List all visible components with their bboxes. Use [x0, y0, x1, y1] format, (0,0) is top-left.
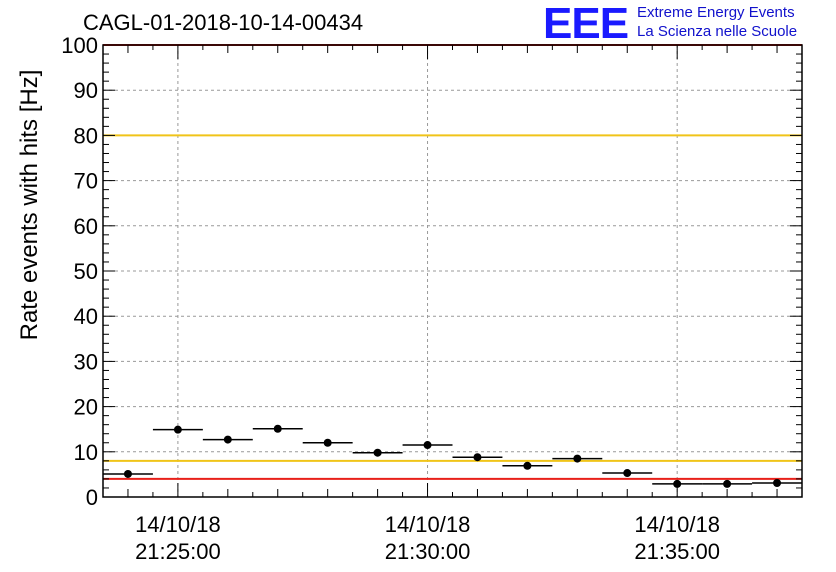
data-point	[623, 469, 632, 478]
grid-layer	[103, 45, 802, 497]
reference-lines	[103, 44, 802, 480]
x-tick-label-date: 14/10/18	[634, 512, 720, 537]
x-tick-label-time: 21:25:00	[135, 539, 221, 564]
plot-frame	[102, 44, 803, 498]
y-tick-label: 80	[74, 123, 98, 148]
y-tick-label: 40	[74, 304, 98, 329]
data-point	[723, 479, 732, 488]
x-tick-label-time: 21:30:00	[385, 539, 471, 564]
logo-line-2: La Scienza nelle Scuole	[637, 23, 798, 40]
logo-line-1: Extreme Energy Events	[637, 4, 795, 21]
eee-logo: EEE Extreme Energy Events La Scienza nel…	[543, 0, 833, 48]
y-tick-label: 100	[61, 33, 98, 58]
data-point	[173, 425, 182, 434]
data-point	[223, 435, 232, 444]
y-tick-label: 10	[74, 440, 98, 465]
y-tick-label: 70	[74, 169, 98, 194]
data-point	[373, 448, 382, 457]
y-tick-label: 60	[74, 214, 98, 239]
data-point	[123, 469, 132, 478]
y-tick-label: 30	[74, 349, 98, 374]
y-tick-label: 20	[74, 395, 98, 420]
data-point	[473, 453, 482, 462]
x-tick-labels: 14/10/1821:25:0014/10/1821:30:0014/10/18…	[135, 512, 720, 564]
data-point	[673, 479, 682, 488]
data-points	[103, 424, 802, 488]
y-tick-label: 90	[74, 78, 98, 103]
x-tick-label-date: 14/10/18	[385, 512, 471, 537]
chart-title: CAGL-01-2018-10-14-00434	[83, 10, 364, 35]
y-tick-label: 50	[74, 259, 98, 284]
logo-mark: EEE	[543, 0, 629, 48]
y-tick-label: 0	[86, 485, 98, 510]
x-tick-label-time: 21:35:00	[634, 539, 720, 564]
y-tick-labels: 0 10 20 30 40 50 60 70 80 90 100	[61, 33, 98, 510]
data-point	[773, 478, 782, 487]
x-tick-label-date: 14/10/18	[135, 512, 221, 537]
data-point	[273, 424, 282, 433]
data-point	[323, 438, 332, 447]
data-point	[573, 454, 582, 463]
data-point	[523, 461, 532, 470]
data-point	[423, 441, 432, 450]
